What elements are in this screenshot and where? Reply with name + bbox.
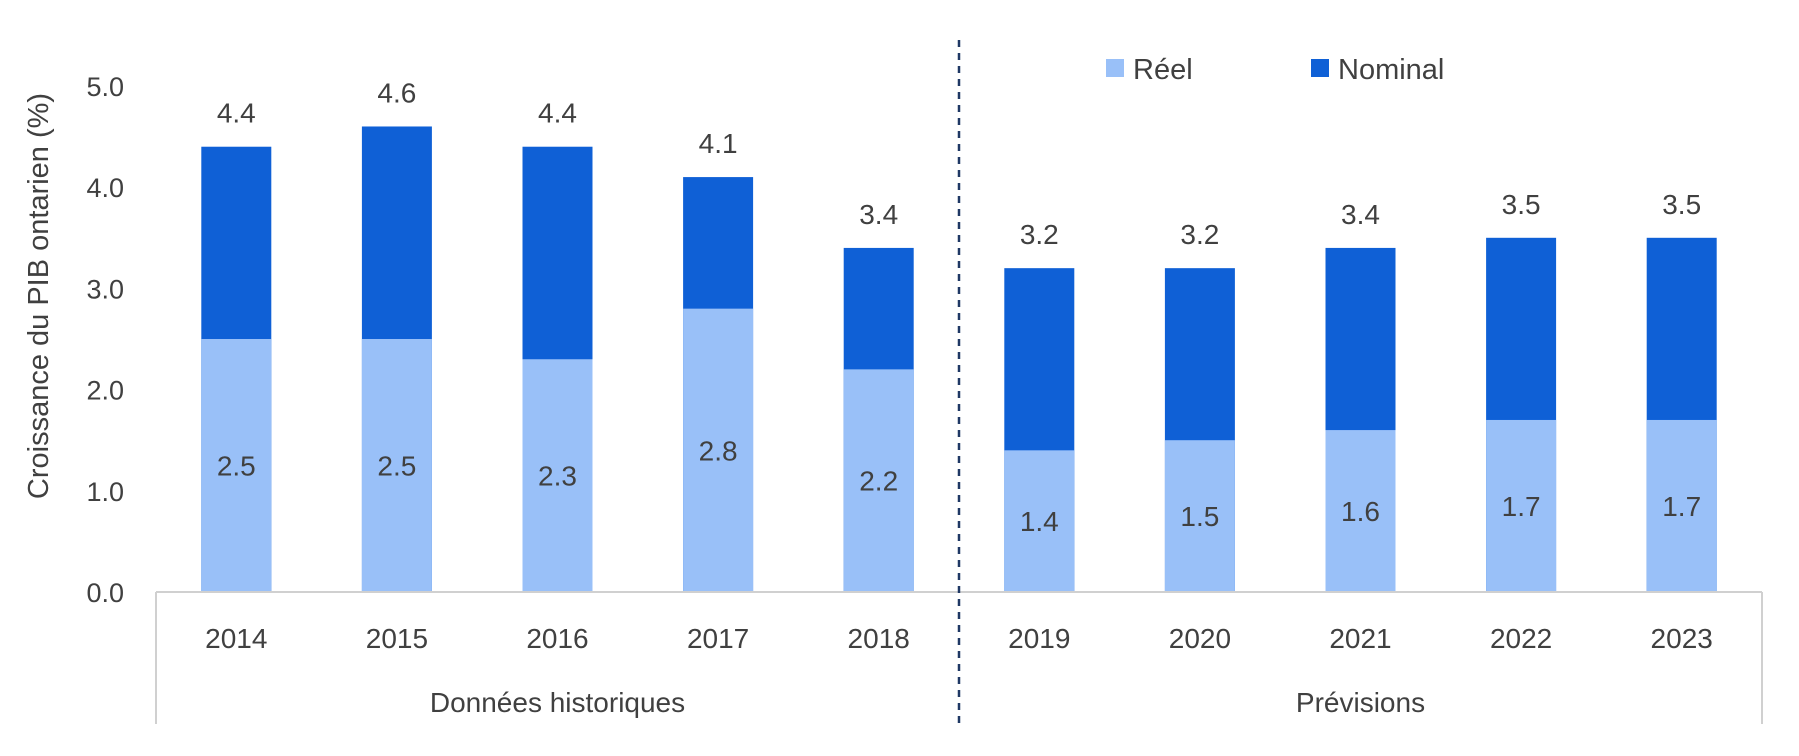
- label-nominal-2023: 3.5: [1662, 189, 1701, 220]
- label-real-2021: 1.6: [1341, 496, 1380, 527]
- x-tick-label: 2017: [687, 623, 749, 654]
- y-axis-ticks: 0.0 1.0 2.0 3.0 4.0 5.0: [86, 72, 124, 608]
- bar-real-2015: [361, 339, 432, 592]
- x-tick-label: 2018: [848, 623, 910, 654]
- legend-label-nominal: Nominal: [1338, 54, 1444, 86]
- label-nominal-2017: 4.1: [699, 128, 738, 159]
- x-axis: 2014 2015 2016 2017 2018 2019 2020 2021 2022 2023…: [155, 40, 1763, 724]
- y-tick-label: 3.0: [86, 274, 124, 304]
- legend-swatch-real: [1106, 59, 1124, 77]
- group-label: Prévisions: [1296, 687, 1425, 718]
- label-real-2020: 1.5: [1180, 501, 1219, 532]
- x-tick-label: 2023: [1651, 623, 1713, 654]
- bar-real-2020: [1164, 440, 1235, 592]
- label-real-2015: 2.5: [377, 451, 416, 482]
- bar-real-2018: [843, 369, 914, 592]
- label-real-2022: 1.7: [1502, 491, 1541, 522]
- label-nominal-2021: 3.4: [1341, 199, 1380, 230]
- legend-swatch-nominal: [1311, 59, 1329, 77]
- x-tick-label: 2014: [205, 623, 267, 654]
- legend: Réel Nominal: [1106, 54, 1444, 86]
- x-tick-label: 2020: [1169, 623, 1231, 654]
- bar-real-2014: [201, 339, 272, 592]
- y-tick-label: 1.0: [86, 477, 124, 507]
- bar-real-2019: [1004, 450, 1075, 592]
- y-tick-label: 5.0: [86, 72, 124, 102]
- label-real-2016: 2.3: [538, 461, 577, 492]
- bar-real-2016: [522, 359, 593, 592]
- x-tick-label: 2021: [1329, 623, 1391, 654]
- x-tick-label: 2015: [366, 623, 428, 654]
- bars: [201, 126, 1717, 593]
- y-tick-label: 4.0: [86, 173, 124, 203]
- label-nominal-2014: 4.4: [217, 98, 256, 129]
- label-nominal-2019: 3.2: [1020, 219, 1059, 250]
- data-labels: 4.4 2.5 4.6 2.5 4.4 2.3 4.1 2.8 3.4 2.2 3.2 1.4 3.2 1…: [217, 77, 1701, 537]
- x-tick-label: 2019: [1008, 623, 1070, 654]
- y-tick-label: 2.0: [86, 376, 124, 406]
- label-real-2023: 1.7: [1662, 491, 1701, 522]
- label-nominal-2016: 4.4: [538, 98, 577, 129]
- bar-real-2023: [1646, 419, 1717, 592]
- bar-real-2017: [683, 308, 754, 592]
- label-real-2014: 2.5: [217, 451, 256, 482]
- label-real-2019: 1.4: [1020, 506, 1059, 537]
- x-tick-label: 2016: [526, 623, 588, 654]
- group-label: Données historiques: [430, 687, 685, 718]
- label-nominal-2015: 4.6: [377, 77, 416, 108]
- label-nominal-2018: 3.4: [859, 199, 898, 230]
- label-nominal-2020: 3.2: [1180, 219, 1219, 250]
- label-real-2018: 2.2: [859, 466, 898, 497]
- legend-label-real: Réel: [1133, 54, 1193, 86]
- bar-real-2022: [1486, 419, 1557, 592]
- bar-real-2021: [1325, 430, 1396, 592]
- label-real-2017: 2.8: [699, 435, 738, 466]
- label-nominal-2022: 3.5: [1502, 189, 1541, 220]
- y-tick-label: 0.0: [86, 578, 124, 608]
- x-tick-label: 2022: [1490, 623, 1552, 654]
- y-axis-title: Croissance du PIB ontarien (%): [23, 93, 55, 499]
